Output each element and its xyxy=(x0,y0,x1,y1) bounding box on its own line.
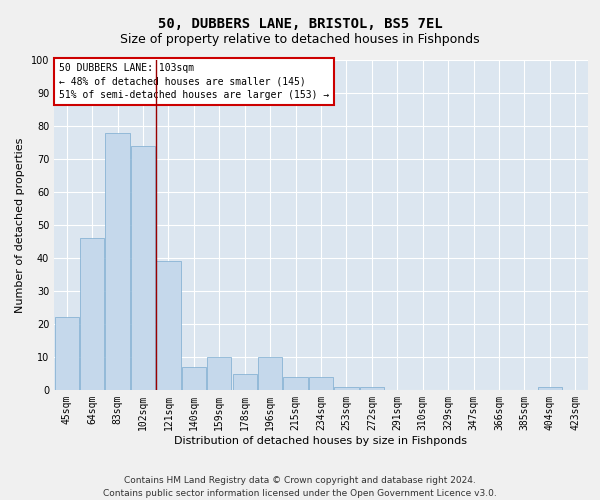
Text: Contains HM Land Registry data © Crown copyright and database right 2024.
Contai: Contains HM Land Registry data © Crown c… xyxy=(103,476,497,498)
Bar xyxy=(538,386,562,390)
Bar xyxy=(182,367,206,390)
Bar xyxy=(131,146,155,390)
Bar xyxy=(106,132,130,390)
Y-axis label: Number of detached properties: Number of detached properties xyxy=(15,138,25,312)
Bar xyxy=(80,238,104,390)
X-axis label: Distribution of detached houses by size in Fishponds: Distribution of detached houses by size … xyxy=(175,436,467,446)
Bar xyxy=(157,262,181,390)
Bar xyxy=(334,386,359,390)
Bar xyxy=(283,377,308,390)
Bar xyxy=(55,318,79,390)
Bar xyxy=(233,374,257,390)
Bar xyxy=(309,377,333,390)
Text: 50, DUBBERS LANE, BRISTOL, BS5 7EL: 50, DUBBERS LANE, BRISTOL, BS5 7EL xyxy=(158,18,442,32)
Text: 50 DUBBERS LANE: 103sqm
← 48% of detached houses are smaller (145)
51% of semi-d: 50 DUBBERS LANE: 103sqm ← 48% of detache… xyxy=(59,64,329,100)
Bar xyxy=(207,357,232,390)
Text: Size of property relative to detached houses in Fishponds: Size of property relative to detached ho… xyxy=(120,32,480,46)
Bar xyxy=(258,357,282,390)
Bar xyxy=(360,386,384,390)
